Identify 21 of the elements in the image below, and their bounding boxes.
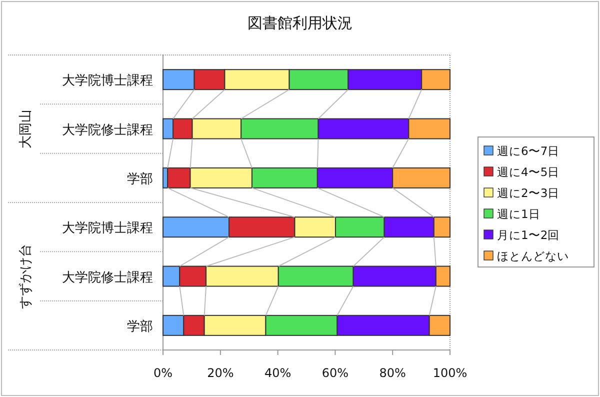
x-tick-label: 20% <box>207 366 234 380</box>
y-tick-label: 学部 <box>127 172 153 187</box>
chart-title: 図書館利用状況 <box>248 14 352 32</box>
legend-label: 月に1〜2回 <box>497 228 560 242</box>
x-tick-label: 100% <box>432 366 468 380</box>
y-tick-label: 学部 <box>127 319 153 334</box>
text: すずかけ台 <box>18 244 34 309</box>
legend-label: 週に1日 <box>497 207 540 221</box>
y-tick-label: 大学院修士課程 <box>62 122 153 138</box>
x-tick-label: 80% <box>379 366 406 380</box>
text: 大岡山 <box>18 109 34 148</box>
y-tick-label: 大学院博士課程 <box>62 221 153 236</box>
legend-label: 週に4〜5日 <box>497 165 560 179</box>
x-tick-label: 0% <box>153 366 173 380</box>
x-tick-label: 60% <box>322 366 349 380</box>
x-tick-label: 40% <box>264 366 292 380</box>
y-tick-label: 大学院修士課程 <box>62 270 153 286</box>
legend-label: ほとんどない <box>497 249 569 263</box>
legend-label: 週に2〜3日 <box>497 186 560 200</box>
legend-label: 週に6〜7日 <box>497 144 560 158</box>
y-tick-label: 大学院博士課程 <box>62 74 153 89</box>
